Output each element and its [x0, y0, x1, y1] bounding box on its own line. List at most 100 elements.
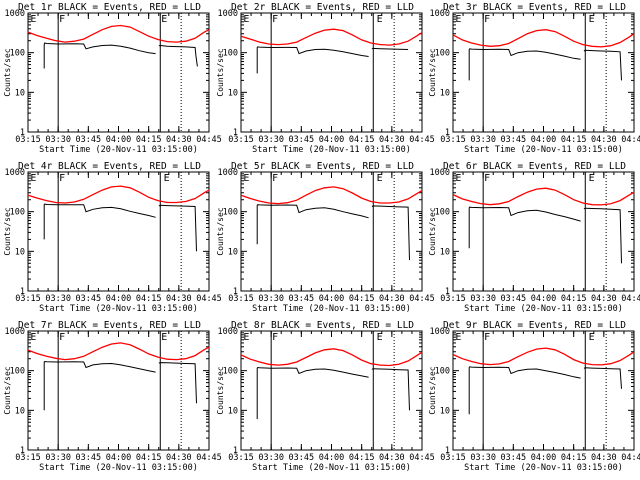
y-tick-label: 1 — [20, 128, 25, 138]
x-tick-label: 04:00 — [106, 135, 132, 145]
y-tick-label: 1 — [20, 287, 25, 297]
x-tick-label: 03:30 — [258, 453, 284, 463]
x-tick-label: 03:30 — [45, 453, 71, 463]
x-axis-label: Start Time (20-Nov-11 03:15:00) — [252, 304, 411, 314]
x-tick-label: 04:15 — [561, 294, 587, 304]
x-tick-label: 04:45 — [196, 294, 222, 304]
y-tick-label: 1 — [445, 287, 450, 297]
x-tick-label: 04:45 — [196, 135, 222, 145]
x-tick-label: 04:00 — [106, 453, 132, 463]
chart-title: Det 5r BLACK = Events, RED = LLD — [231, 161, 414, 172]
y-axis-label: Counts/sec — [216, 207, 225, 255]
x-tick-label: 04:15 — [136, 294, 162, 304]
marker-label: E — [455, 332, 461, 343]
marker-label: E — [455, 14, 461, 25]
x-tick-label: 04:30 — [166, 453, 192, 463]
y-tick-label: 100 — [435, 49, 450, 59]
x-tick-label: 04:15 — [561, 135, 587, 145]
marker-label: E — [589, 173, 595, 184]
x-tick-label: 04:15 — [561, 453, 587, 463]
y-axis-label: Counts/sec — [428, 366, 437, 414]
x-tick-label: 04:45 — [621, 453, 640, 463]
y-tick-label: 1000 — [5, 327, 25, 337]
events-series-line — [468, 48, 622, 81]
x-tick-label: 04:00 — [531, 135, 557, 145]
y-tick-label: 100 — [435, 367, 450, 377]
y-tick-label: 1 — [445, 128, 450, 138]
x-tick-label: 04:30 — [591, 294, 617, 304]
lld-series-line — [27, 24, 210, 43]
x-axis-label: Start Time (20-Nov-11 03:15:00) — [464, 463, 623, 473]
x-tick-label: 04:45 — [621, 294, 640, 304]
x-axis-label: Start Time (20-Nov-11 03:15:00) — [464, 304, 623, 314]
x-tick-label: 04:00 — [319, 294, 345, 304]
y-axis-label: Counts/sec — [428, 207, 437, 255]
y-tick-label: 1000 — [218, 327, 238, 337]
chart-panel-2: Det 2r BLACK = Events, RED = LLD 1 10 100 10… — [216, 2, 435, 155]
events-series-line — [256, 366, 410, 420]
x-tick-label: 04:30 — [591, 453, 617, 463]
marker-label: E — [161, 332, 167, 343]
y-axis-label: Counts/sec — [216, 366, 225, 414]
x-tick-label: 03:15 — [440, 453, 466, 463]
lld-series-line — [240, 28, 423, 46]
y-tick-label: 10 — [440, 406, 450, 416]
chart-title: Det 8r BLACK = Events, RED = LLD — [231, 320, 414, 331]
x-axis-label: Start Time (20-Nov-11 03:15:00) — [252, 463, 411, 473]
y-axis-label: Counts/sec — [3, 366, 12, 414]
x-tick-label: 03:15 — [228, 294, 254, 304]
x-tick-label: 03:30 — [258, 135, 284, 145]
marker-label: E — [377, 332, 383, 343]
x-tick-label: 03:30 — [45, 135, 71, 145]
x-tick-label: 04:15 — [349, 453, 375, 463]
x-tick-label: 04:45 — [409, 453, 435, 463]
x-tick-label: 03:30 — [45, 294, 71, 304]
x-tick-label: 04:45 — [409, 294, 435, 304]
marker-label: F — [484, 14, 490, 25]
chart-panel-6: Det 6r BLACK = Events, RED = LLD 1 10 100 10… — [428, 161, 640, 314]
marker-label: E — [164, 173, 170, 184]
chart-title: Det 7r BLACK = Events, RED = LLD — [18, 320, 201, 331]
x-tick-label: 03:45 — [501, 294, 527, 304]
plot-frame — [452, 12, 635, 133]
x-tick-label: 03:30 — [470, 294, 496, 304]
x-tick-label: 04:30 — [379, 135, 405, 145]
y-tick-label: 1 — [233, 287, 238, 297]
marker-label: E — [589, 332, 595, 343]
events-series-line — [43, 360, 197, 411]
x-tick-label: 03:45 — [289, 135, 315, 145]
x-tick-label: 04:45 — [409, 135, 435, 145]
y-tick-label: 10 — [228, 88, 238, 98]
x-tick-label: 03:45 — [76, 294, 102, 304]
plot-frame — [27, 12, 210, 133]
chart-panel-9: Det 9r BLACK = Events, RED = LLD 1 10 100 10… — [428, 320, 640, 473]
y-tick-label: 100 — [223, 49, 238, 59]
x-tick-label: 04:30 — [166, 294, 192, 304]
chart-panel-3: Det 3r BLACK = Events, RED = LLD 1 10 100 10… — [428, 2, 640, 155]
marker-label: E — [30, 173, 36, 184]
x-tick-label: 03:45 — [501, 135, 527, 145]
x-tick-label: 04:00 — [319, 453, 345, 463]
x-tick-label: 04:30 — [379, 294, 405, 304]
marker-label: F — [272, 332, 278, 343]
y-tick-label: 1 — [233, 446, 238, 456]
y-tick-label: 10 — [228, 406, 238, 416]
plot-frame — [27, 171, 210, 292]
chart-panel-8: Det 8r BLACK = Events, RED = LLD 1 10 100 10… — [216, 320, 435, 473]
events-series-line — [468, 366, 622, 415]
chart-title: Det 9r BLACK = Events, RED = LLD — [443, 320, 626, 331]
lld-series-line — [27, 185, 210, 204]
x-axis-label: Start Time (20-Nov-11 03:15:00) — [252, 145, 411, 155]
y-tick-label: 10 — [15, 406, 25, 416]
x-tick-label: 04:00 — [319, 135, 345, 145]
chart-title: Det 3r BLACK = Events, RED = LLD — [443, 2, 626, 13]
chart-title: Det 1r BLACK = Events, RED = LLD — [18, 2, 201, 13]
chart-panel-4: Det 4r BLACK = Events, RED = LLD 1 10 100 10… — [3, 161, 222, 314]
marker-label: E — [30, 14, 36, 25]
chart-title: Det 6r BLACK = Events, RED = LLD — [443, 161, 626, 172]
x-tick-label: 03:45 — [501, 453, 527, 463]
events-series-line — [43, 203, 197, 252]
lld-series-line — [27, 342, 210, 361]
x-tick-label: 04:45 — [196, 453, 222, 463]
lld-series-line — [240, 348, 423, 367]
